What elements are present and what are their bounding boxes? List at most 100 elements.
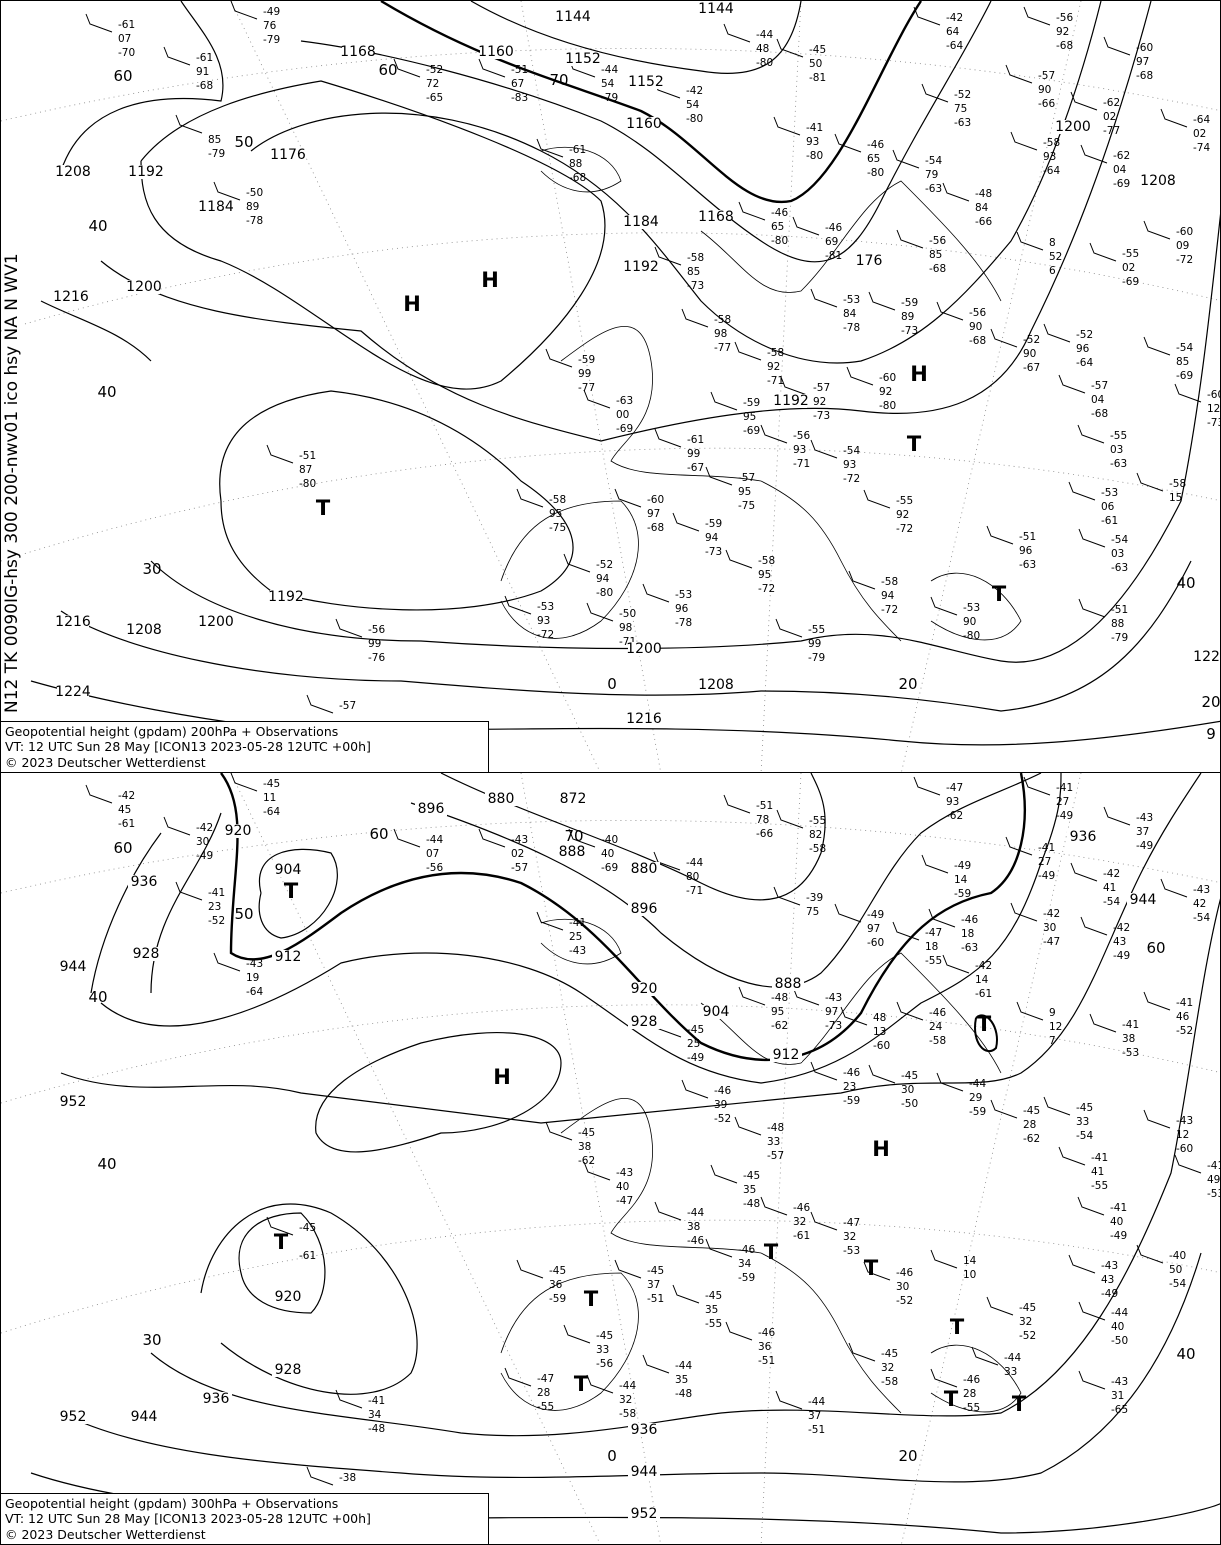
- station-observation: -57 92 -73: [780, 376, 830, 422]
- obs-height: 40: [1111, 1321, 1124, 1333]
- graticule-label: 20: [1201, 693, 1220, 711]
- contour-label-bg: [57, 960, 89, 974]
- obs-temperature: -50: [246, 187, 263, 199]
- contour-label: 912: [275, 949, 302, 965]
- obs-height: 11: [263, 792, 276, 804]
- obs-temperature: -43: [511, 834, 528, 846]
- contour-label-bg: [557, 10, 589, 24]
- station-observation: -45 33 -54: [1043, 1096, 1093, 1142]
- wind-barb-icon: [1078, 1370, 1106, 1390]
- wind-barb-icon: [335, 618, 363, 638]
- contour-label-bg: [128, 280, 160, 294]
- obs-temperature: -43: [1193, 884, 1210, 896]
- station-observation: -59 95 -69: [710, 391, 760, 437]
- high-pressure-center: H: [872, 1137, 890, 1161]
- station-observation: -58 98 -77: [681, 308, 731, 354]
- contour-label: 888: [775, 976, 802, 992]
- wind-barb-icon: [681, 1079, 709, 1099]
- station-observation: -46 23 -59: [810, 1061, 860, 1107]
- wind-barb-icon: [504, 1367, 532, 1387]
- station-observation: -45 35 -55: [672, 1284, 722, 1330]
- obs-temperature: -41: [1110, 1202, 1127, 1214]
- obs-height: 37: [647, 1279, 660, 1291]
- obs-temperature: -54: [1111, 534, 1128, 546]
- obs-dewpoint: -78: [843, 322, 860, 334]
- contour-label-bg: [700, 678, 732, 692]
- obs-dewpoint: -73: [1207, 417, 1221, 429]
- obs-height: 09: [1176, 240, 1189, 252]
- contour-label-bg: [700, 2, 732, 16]
- station-observation: -45 32 -52: [986, 1296, 1036, 1342]
- contour-label-bg: [272, 950, 304, 964]
- obs-temperature: 14: [963, 1255, 977, 1267]
- obs-dewpoint: -83: [511, 92, 528, 104]
- station-observation: -45 50 -81: [776, 38, 826, 84]
- station-observation: -60 09 -72: [1143, 220, 1193, 266]
- graticule-label: 60: [369, 825, 388, 843]
- wind-barb-icon: [213, 952, 241, 972]
- wind-barb-icon: [1080, 916, 1108, 936]
- obs-dewpoint: -49: [1038, 870, 1055, 882]
- wind-barb-icon: [868, 1064, 896, 1084]
- obs-temperature: -44: [808, 1396, 825, 1408]
- obs-dewpoint: -52: [1176, 1025, 1193, 1037]
- obs-dewpoint: -77: [1103, 125, 1120, 137]
- obs-height: 92: [879, 386, 892, 398]
- contour-label-bg: [775, 394, 807, 408]
- obs-temperature: -55: [896, 495, 913, 507]
- obs-dewpoint: -64: [246, 986, 263, 998]
- obs-height: 88: [569, 158, 582, 170]
- obs-temperature: -46: [867, 139, 884, 151]
- graticule-label: 40: [1176, 574, 1195, 592]
- coastlines: [500, 918, 1022, 1414]
- obs-dewpoint: -66: [756, 828, 773, 840]
- wind-barb-icon: [1070, 862, 1098, 882]
- low-pressure-center: T: [764, 1240, 779, 1264]
- wind-barb-icon: [504, 595, 532, 615]
- wind-barb-icon: [175, 881, 203, 901]
- wind-barb-icon: [936, 1072, 964, 1092]
- obs-height: 25: [569, 931, 582, 943]
- map-panel-200hpa: -61 07 -70 -49 76 -79 -61 91 -68 -52 72 -65 -51 67 -83…: [0, 0, 1221, 773]
- obs-temperature: -41: [208, 887, 225, 899]
- station-observation: -41 40 -49: [1077, 1196, 1127, 1242]
- wind-barb-icon: [393, 58, 421, 78]
- station-observation: -42 14 -61: [942, 954, 992, 1000]
- obs-height: 07: [118, 33, 131, 45]
- caption-title: Geopotential height (gpdam) 200hPa + Obs…: [5, 723, 339, 739]
- caption-copyright: © 2023 Deutscher Wetterdienst: [5, 754, 206, 770]
- obs-dewpoint: -78: [675, 617, 692, 629]
- contour-label: 944: [131, 1409, 158, 1425]
- obs-dewpoint: 6: [1049, 265, 1056, 277]
- contour-label-bg: [700, 210, 732, 224]
- station-observation: -41 27 -49: [1023, 776, 1073, 822]
- obs-height: 93: [1043, 151, 1056, 163]
- graticule-label: 40: [97, 1155, 116, 1173]
- station-observation: -52 94 -80: [563, 553, 613, 599]
- station-observation: -50 89 -78: [213, 181, 263, 227]
- obs-temperature: -64: [1193, 114, 1210, 126]
- graticule-label: 20: [898, 675, 917, 693]
- obs-temperature: -44: [619, 1380, 636, 1392]
- obs-temperature: -44: [601, 64, 618, 76]
- obs-height: 99: [368, 638, 381, 650]
- obs-temperature: -46: [738, 1244, 755, 1256]
- obs-temperature: -45: [596, 1330, 613, 1342]
- contour-label: 896: [631, 901, 658, 917]
- obs-dewpoint: -64: [1043, 165, 1060, 177]
- obs-dewpoint: -80: [806, 150, 823, 162]
- wind-barb-icon: [1103, 806, 1131, 826]
- station-observation: -44 48 -80: [723, 23, 773, 69]
- contour-label: 872: [560, 791, 587, 807]
- contour-label-bg: [628, 1015, 660, 1029]
- wind-barb-icon: [545, 1121, 573, 1141]
- obs-height: 02: [1103, 111, 1116, 123]
- obs-temperature: -42: [975, 960, 992, 972]
- contour-label: 944: [1130, 892, 1157, 908]
- wind-barb-icon: [840, 1006, 868, 1026]
- wind-barb-icon: [1043, 1096, 1071, 1116]
- obs-dewpoint: -75: [738, 500, 755, 512]
- wind-barb-icon: [213, 181, 241, 201]
- obs-dewpoint: 7: [1049, 1035, 1056, 1047]
